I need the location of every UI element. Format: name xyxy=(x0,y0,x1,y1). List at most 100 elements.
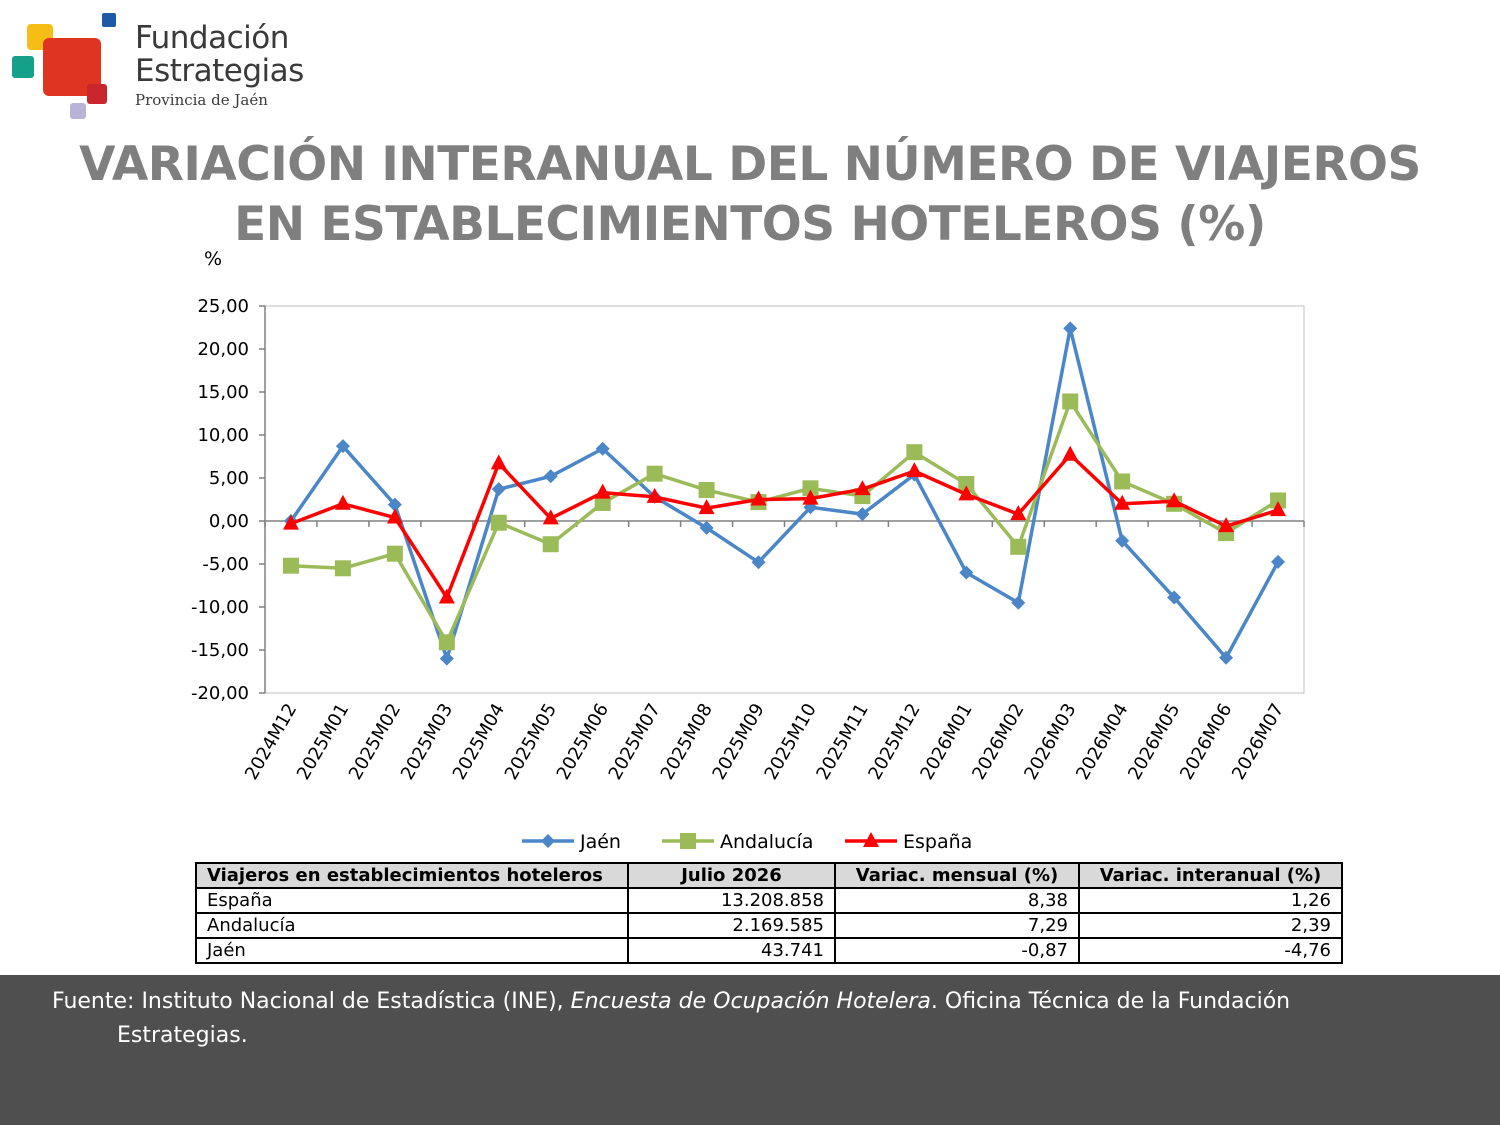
data-point-jaen xyxy=(543,469,558,484)
series-line-espana xyxy=(290,453,1279,600)
table-cell: 7,29 xyxy=(834,912,1080,939)
legend-marker xyxy=(541,834,555,848)
table-cell: 43.741 xyxy=(627,937,836,964)
x-tick-label: 2025M12 xyxy=(864,700,924,783)
data-point-andalucia xyxy=(802,480,819,497)
data-point-espana xyxy=(958,485,975,501)
table-header-cell: Variac. mensual (%) xyxy=(834,862,1080,889)
x-tick-label: 2025M04 xyxy=(449,700,509,783)
logo-text: Fundación Estrategias Provincia de Jaén xyxy=(135,22,304,112)
data-point-jaen xyxy=(387,497,402,512)
logo-square-darkred xyxy=(87,84,107,104)
data-point-espana xyxy=(1010,505,1027,521)
x-tick-label: 2025M11 xyxy=(812,700,872,783)
data-point-espana xyxy=(386,508,403,524)
table-row: España 13.208.858 8,38 1,26 xyxy=(195,887,1343,914)
x-tick-label: 2025M10 xyxy=(760,700,820,783)
title-line-2: EN ESTABLECIMIENTOS HOTELEROS (%) xyxy=(234,197,1266,252)
data-point-andalucia xyxy=(386,545,403,562)
y-tick-label: 20,00 xyxy=(197,339,249,360)
y-tick-label: 15,00 xyxy=(197,382,249,403)
x-tick-label: 2026M06 xyxy=(1176,700,1236,783)
data-point-andalucia xyxy=(1062,393,1079,410)
table-cell: 2,39 xyxy=(1078,912,1343,939)
data-point-jaen xyxy=(439,651,454,666)
data-point-jaen xyxy=(1167,590,1182,605)
series-espana xyxy=(282,445,1287,604)
table-row: Jaén 43.741 -0,87 -4,76 xyxy=(195,937,1343,964)
data-point-espana xyxy=(854,480,871,496)
x-tick-label: 2025M01 xyxy=(293,700,353,783)
data-point-espana xyxy=(282,514,299,530)
legend-marker xyxy=(680,833,696,849)
y-tick-label: 0,00 xyxy=(209,511,249,532)
data-point-espana xyxy=(594,483,611,499)
x-tick-label: 2026M05 xyxy=(1124,700,1184,783)
logo-square-teal xyxy=(12,56,34,78)
table-cell: 8,38 xyxy=(834,887,1080,914)
data-point-jaen xyxy=(1115,533,1130,548)
data-point-jaen xyxy=(335,439,350,454)
legend-label: España xyxy=(903,831,972,853)
table-cell: 2.169.585 xyxy=(627,912,836,939)
data-point-andalucia xyxy=(594,494,611,511)
data-point-jaen xyxy=(1271,554,1286,569)
legend-marker xyxy=(863,832,879,847)
x-tick-label: 2026M07 xyxy=(1228,700,1288,783)
summary-table: Viajeros en establecimientos hoteleros J… xyxy=(195,862,1343,964)
table-header-cell: Viajeros en establecimientos hoteleros xyxy=(195,862,629,889)
table-cell: Jaén xyxy=(195,937,629,964)
y-tick-label: 10,00 xyxy=(197,425,249,446)
logo-line1: Fundación xyxy=(135,20,289,56)
data-point-espana xyxy=(906,462,923,478)
data-point-andalucia xyxy=(334,560,351,577)
data-point-jaen xyxy=(1219,650,1234,665)
legend-label: Andalucía xyxy=(720,831,813,853)
logo-square-lilac xyxy=(70,103,86,119)
data-point-andalucia xyxy=(958,476,975,493)
data-point-espana xyxy=(1270,501,1287,517)
data-point-andalucia xyxy=(1010,538,1027,555)
y-tick-label: -5,00 xyxy=(202,554,249,575)
footer-source: Fuente: Instituto Nacional de Estadístic… xyxy=(0,975,1500,1125)
table-header-cell: Variac. interanual (%) xyxy=(1078,862,1343,889)
y-tick-label: -15,00 xyxy=(191,640,249,661)
table-cell: -0,87 xyxy=(834,937,1080,964)
data-point-andalucia xyxy=(282,557,299,574)
x-tick-label: 2025M03 xyxy=(397,700,457,783)
y-tick-label: -10,00 xyxy=(191,597,249,618)
source-survey-name: Encuesta de Ocupación Hotelera xyxy=(570,989,931,1014)
x-tick-label: 2026M03 xyxy=(1020,700,1080,783)
series-line-jaen xyxy=(289,326,1280,661)
data-point-andalucia xyxy=(698,482,715,499)
x-tick-label: 2025M02 xyxy=(345,700,405,783)
source-note: Fuente: Instituto Nacional de Estadístic… xyxy=(52,985,1476,1053)
x-tick-label: 2025M08 xyxy=(657,700,717,783)
x-tick-label: 2025M07 xyxy=(605,700,665,783)
data-point-jaen xyxy=(959,565,974,580)
data-point-espana xyxy=(438,588,455,604)
y-tick-label: 5,00 xyxy=(209,468,249,489)
data-point-jaen xyxy=(491,482,506,497)
data-point-espana xyxy=(1218,517,1235,533)
x-tick-label: 2025M06 xyxy=(553,700,613,783)
table-cell: 13.208.858 xyxy=(627,887,836,914)
x-tick-label: 2026M04 xyxy=(1072,700,1132,783)
data-point-espana xyxy=(490,454,507,470)
data-point-jaen xyxy=(595,441,610,456)
table-cell: 1,26 xyxy=(1078,887,1343,914)
table-cell: Andalucía xyxy=(195,912,629,939)
y-tick-label: 25,00 xyxy=(197,296,249,317)
data-point-andalucia xyxy=(490,514,507,531)
title-line-1: VARIACIÓN INTERANUAL DEL NÚMERO DE VIAJE… xyxy=(79,137,1421,192)
data-point-andalucia xyxy=(542,536,559,553)
source-prefix: Fuente: Instituto Nacional de Estadístic… xyxy=(52,989,571,1014)
x-tick-label: 2025M09 xyxy=(709,700,769,783)
x-tick-label: 2024M12 xyxy=(241,700,301,783)
legend-item-espana: España xyxy=(845,831,972,853)
series-line-andalucia xyxy=(290,399,1279,645)
data-point-jaen xyxy=(1011,595,1026,610)
data-point-espana xyxy=(750,490,767,506)
data-point-andalucia xyxy=(906,444,923,461)
data-point-andalucia xyxy=(1114,473,1131,490)
